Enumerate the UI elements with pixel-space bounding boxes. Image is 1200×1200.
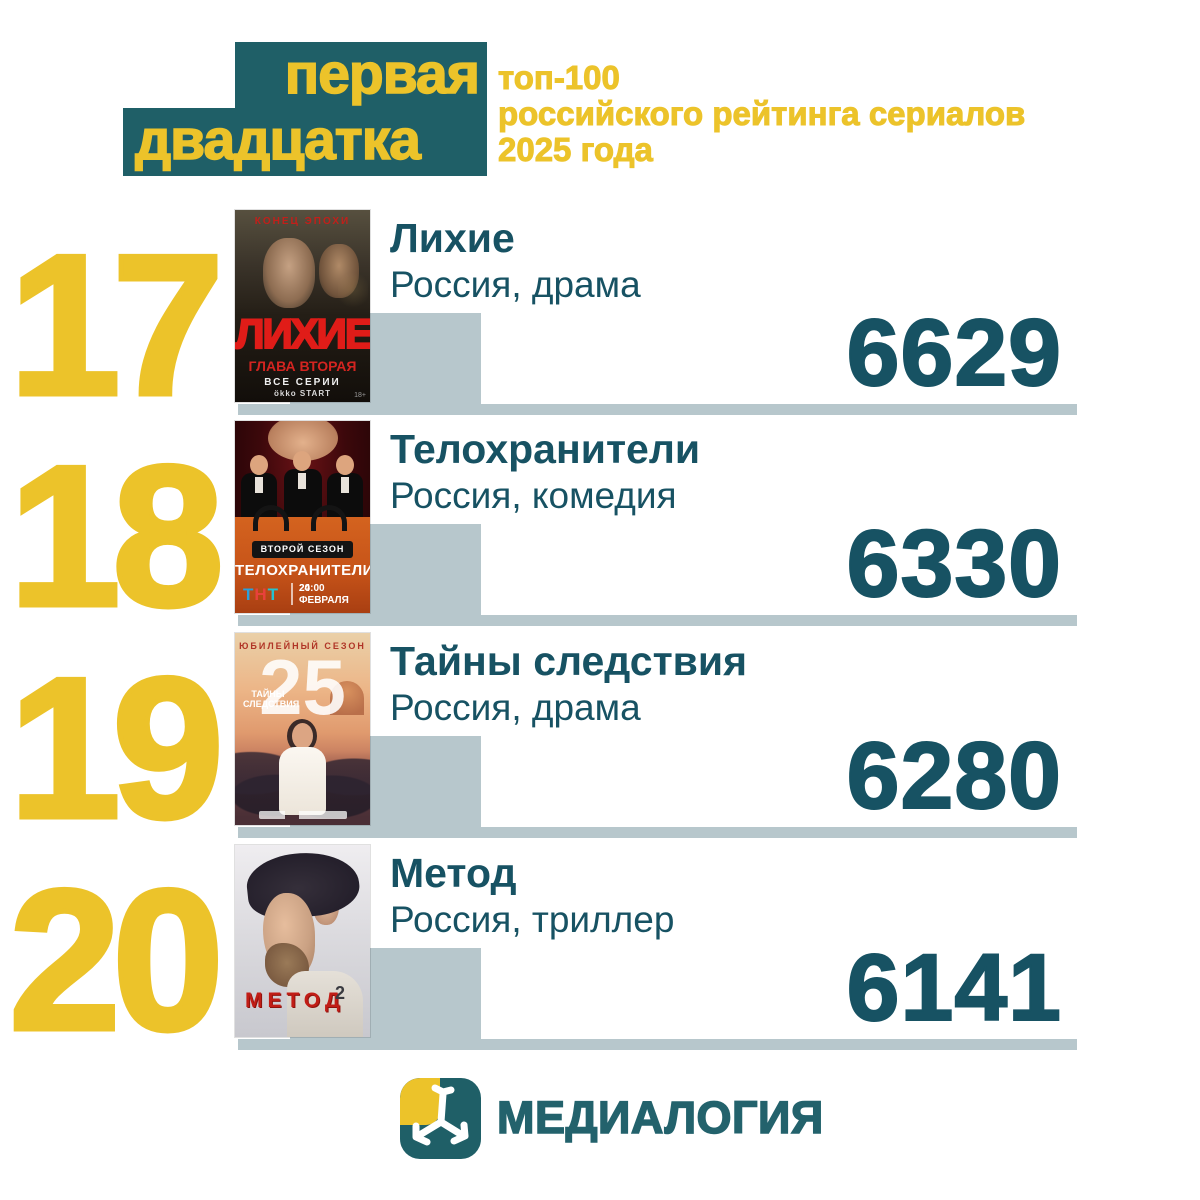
poster-bag: ВТОРОЙ СЕЗОН ТЕЛОХРАНИТЕЛИ ТНТ 24 ФЕВРАЛ… [235,505,370,613]
series-title: Лихие [390,215,515,261]
tnt-channel-logo: ТНТ [243,585,280,604]
rank-number: 20 [7,849,226,1072]
poster-title: ЛИХИЕ [235,310,370,357]
poster-cathedral-dome [330,681,364,715]
header-badge-line2: двадцатка [123,107,487,176]
poster-platform-logos: ökko START [274,389,331,398]
poster-channel-logos [259,811,347,819]
poster-season-number: 2 [335,983,346,1003]
series-genre: Россия, драма [390,687,641,728]
bag-handle [253,505,289,531]
medialogia-brand-text: МЕДИАЛОГИЯ [496,1091,824,1144]
poster-coat [287,971,363,1037]
series-genre: Россия, комедия [390,475,677,516]
poster-title: ТЕЛОХРАНИТЕЛИ [235,562,370,579]
header-subtitle-line1: топ-100 [498,59,621,96]
rank-number: 18 [7,425,226,648]
ranking-row-19: 19 25 ЮБИЛЕЙНЫЙ СЕЗОН ТАЙНЫ СЛЕДСТВИЯ Та… [0,633,1200,851]
poster-tayny-sledstviya: 25 ЮБИЛЕЙНЫЙ СЕЗОН ТАЙНЫ СЛЕДСТВИЯ [235,633,370,825]
poster-heroine-white-suit [279,747,326,815]
ranking-row-20: 20 МЕТОД 2 Метод Россия, триллер 6141 [0,845,1200,1063]
series-score: 6141 [846,935,1062,1041]
rank-number: 17 [7,214,226,437]
poster-age-rating: 18+ [354,392,366,399]
poster-title: МЕТОД [245,989,345,1012]
poster-city-lights [338,270,368,310]
header-subtitle-line2: российского рейтинга сериалов [498,95,1026,132]
poster-tagline: КОНЕЦ ЭПОХИ [254,216,351,227]
poster-heroine-face [292,723,313,749]
header-subtitle: топ-100 российского рейтинга сериалов 20… [498,59,1118,168]
header-badge-line1: первая [235,41,487,108]
bar-line [238,1039,1077,1050]
series-title: Тайны следствия [390,638,748,684]
bag-handle [311,505,347,531]
series-title: Метод [390,850,517,896]
series-score: 6629 [846,300,1062,406]
series-score: 6330 [846,511,1062,617]
poster-title: ТАЙНЫ СЛЕДСТВИЯ [243,689,300,709]
poster-face [263,238,315,308]
bar-line [238,404,1077,415]
ranking-row-18: 18 ВТОРОЙ СЕЗОН ТЕЛОХРАНИТЕЛИ ТНТ 24 ФЕВ… [0,421,1200,639]
series-genre: Россия, драма [390,264,641,305]
bar-line [238,615,1077,626]
series-score: 6280 [846,723,1062,829]
poster-premiere-date: 24 ФЕВРАЛЯ [299,583,349,606]
three-arrows-icon [412,1084,469,1146]
series-genre: Россия, триллер [390,899,675,940]
poster-tagline: ЮБИЛЕЙНЫЙ СЕЗОН [239,641,366,651]
header-subtitle-line3: 2025 года [498,131,654,168]
poster-subtitle: ГЛАВА ВТОРАЯ [248,358,357,374]
poster-metod: МЕТОД 2 [235,845,370,1037]
poster-telokhraniteli: ВТОРОЙ СЕЗОН ТЕЛОХРАНИТЕЛИ ТНТ 24 ФЕВРАЛ… [235,421,370,613]
poster-line3: ВСЕ СЕРИИ [264,377,341,388]
poster-premiere-time: 20:00 [299,583,325,594]
poster-face [319,244,359,298]
medialogia-logo-icon [400,1078,481,1159]
rank-number: 19 [7,637,226,860]
poster-divider [291,583,293,605]
ranking-row-17: 17 КОНЕЦ ЭПОХИ ЛИХИЕ ГЛАВА ВТОРАЯ ВСЕ СЕ… [0,210,1200,428]
poster-season-badge: ВТОРОЙ СЕЗОН [252,541,353,558]
poster-season-number: 25 [259,643,346,731]
bar-line [238,827,1077,838]
series-title: Телохранители [390,426,701,472]
poster-likhie: КОНЕЦ ЭПОХИ ЛИХИЕ ГЛАВА ВТОРАЯ ВСЕ СЕРИИ… [235,210,370,402]
